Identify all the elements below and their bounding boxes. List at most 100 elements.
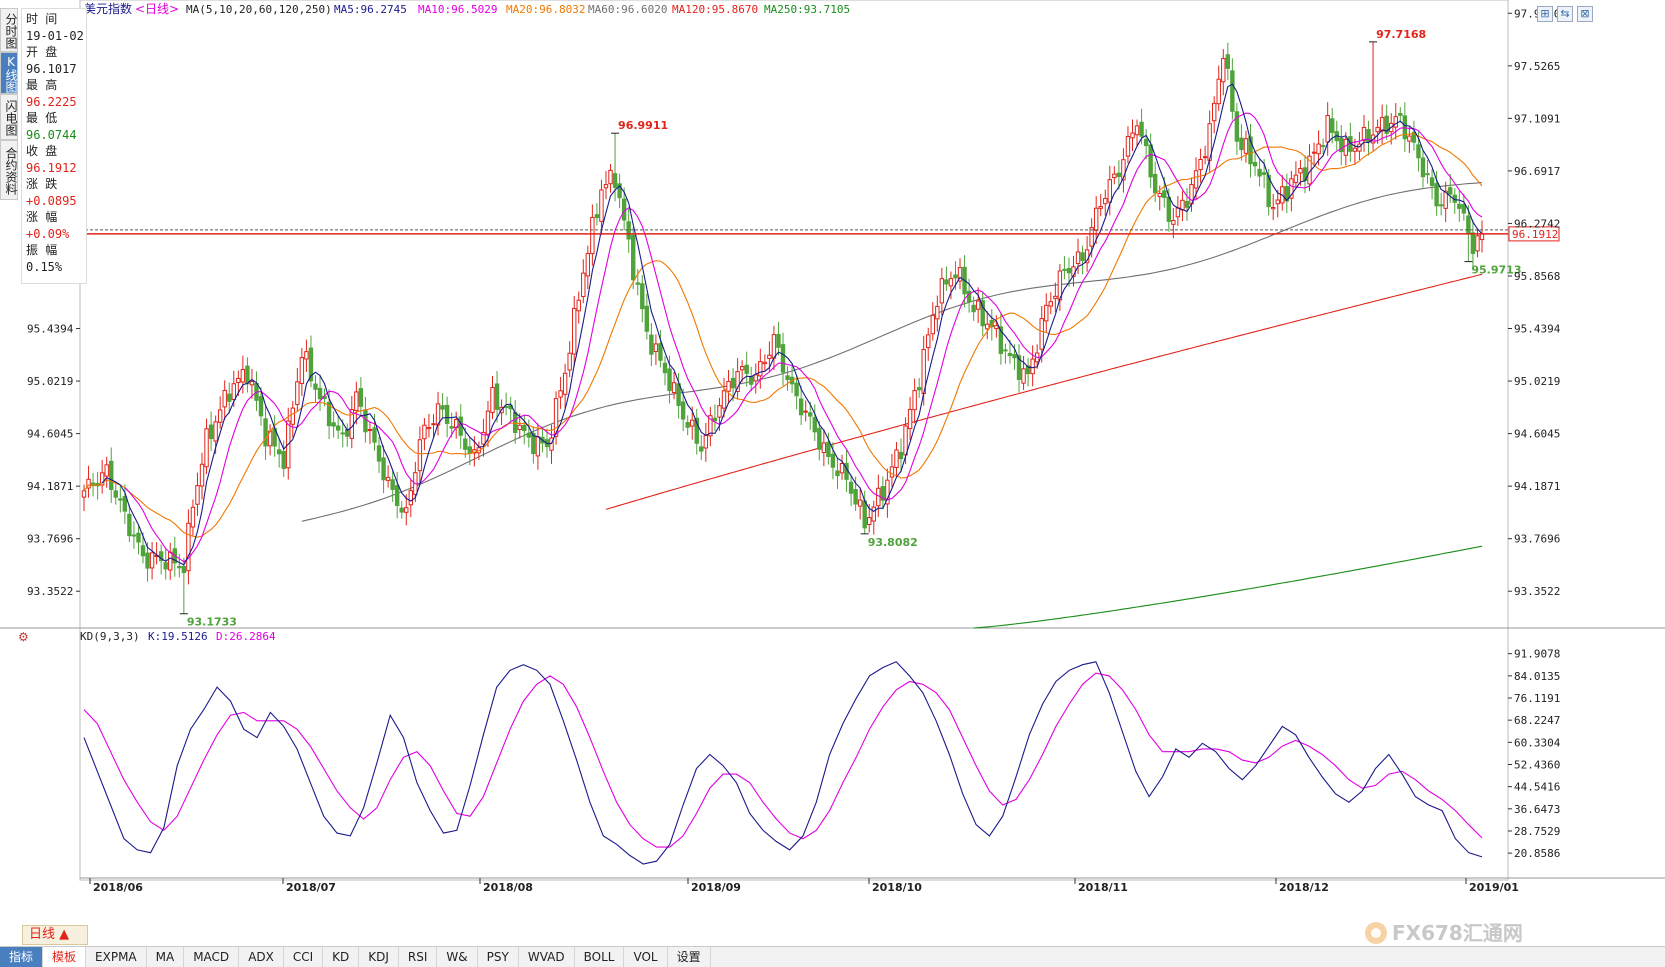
tab-boll[interactable]: BOLL (575, 947, 625, 967)
candle-down (1225, 54, 1231, 69)
candle-down (1062, 268, 1067, 271)
candle-down (971, 304, 976, 313)
price-tick-label-left: 95.4394 (27, 323, 74, 336)
close-icon[interactable]: ⊠ (1577, 6, 1593, 22)
candle-up (1112, 173, 1117, 179)
candle-up (1030, 358, 1035, 375)
tab-settings[interactable]: 设置 (668, 947, 711, 967)
tab-contract-info[interactable]: 合约资料 (0, 140, 18, 200)
candle-down (163, 562, 168, 570)
candle-up (490, 386, 495, 413)
tab-vol[interactable]: VOL (624, 947, 668, 967)
candle-up (240, 369, 246, 383)
candle-down (136, 532, 141, 543)
candle-up (354, 391, 359, 411)
annotation-label: 95.9713 (1471, 264, 1521, 277)
candle-down (1339, 137, 1344, 153)
candle-down (1261, 172, 1267, 175)
candle-down (158, 551, 164, 562)
candle-up (599, 189, 604, 222)
tab-cci[interactable]: CCI (284, 947, 324, 967)
candle-down (594, 214, 600, 219)
change-label: 涨 跌 (26, 177, 58, 191)
kd-tick-label: 36.6473 (1514, 803, 1560, 816)
candle-down (308, 347, 314, 382)
candle-down (1003, 349, 1008, 352)
candle-down (667, 368, 672, 392)
candle-up (771, 334, 777, 359)
candle-up (295, 381, 300, 405)
candle-up (1375, 126, 1380, 133)
month-label: 2018/08 (483, 881, 533, 894)
candle-down (898, 451, 904, 460)
price-tick-label-right: 93.3522 (1514, 585, 1560, 598)
candle-up (581, 272, 586, 298)
candle-down (317, 387, 323, 400)
grid (0, 0, 1665, 881)
tab-expma[interactable]: EXPMA (86, 947, 147, 967)
kd-settings-icon: ⚙ (18, 630, 29, 644)
period-button[interactable]: 日线 ▲ (22, 925, 88, 945)
candle-down (394, 485, 400, 506)
candle-up (290, 407, 295, 425)
candle-up (81, 490, 87, 498)
tab-kdj[interactable]: KDJ (359, 947, 399, 967)
ma-params: MA(5,10,20,60,120,250) (186, 3, 332, 16)
tab-rsi[interactable]: RSI (399, 947, 438, 967)
candle-down (998, 326, 1004, 354)
tab-indicator[interactable]: 指标 (0, 947, 44, 967)
candle-up (99, 472, 105, 486)
kd-tick-label: 44.5416 (1514, 781, 1560, 794)
candle-up (821, 442, 827, 454)
kd-tick-label: 84.0135 (1514, 670, 1560, 683)
candlesticks[interactable] (81, 41, 1485, 614)
candle-down (522, 424, 527, 432)
candle-up (304, 351, 309, 360)
indicator-toolbar: 指标 模板 EXPMA MA MACD ADX CCI KD KDJ RSI W… (0, 946, 1665, 967)
swap-icon[interactable]: ⇆ (1557, 6, 1573, 22)
candle-down (376, 445, 382, 462)
candle-down (780, 344, 786, 373)
tab-kline[interactable]: K线图 (0, 52, 18, 94)
tab-macd[interactable]: MACD (184, 947, 240, 967)
candle-up (222, 389, 227, 408)
tab-flash[interactable]: 闪电图 (0, 94, 18, 140)
layout-icon[interactable]: ⊞ (1537, 6, 1553, 22)
price-tick-label-right: 97.1091 (1514, 112, 1560, 125)
candle-down (862, 500, 867, 529)
candle-up (1053, 295, 1058, 299)
tab-ma[interactable]: MA (147, 947, 185, 967)
candle-up (572, 308, 577, 355)
candle-up (1343, 138, 1349, 156)
candle-up (236, 377, 241, 383)
candle-up (703, 434, 709, 449)
price-tick-label-right: 94.6045 (1514, 428, 1560, 441)
candle-down (463, 438, 468, 450)
candle-up (948, 278, 954, 287)
time-value: 19-01-02 (26, 28, 84, 43)
candle-down (848, 481, 854, 494)
tab-adx[interactable]: ADX (239, 947, 284, 967)
candle-up (1357, 143, 1362, 152)
window-controls: ⊞ ⇆ ⊠ (1537, 6, 1593, 22)
price-tick-label-left: 95.0219 (27, 375, 73, 388)
candle-up (930, 314, 935, 335)
candle-up (535, 436, 541, 457)
candle-down (1438, 204, 1444, 207)
tab-kd[interactable]: KD (323, 947, 360, 967)
candle-up (762, 361, 768, 365)
candle-down (494, 383, 500, 410)
candle-down (109, 460, 114, 490)
candle-down (699, 446, 704, 452)
ma10-path (124, 112, 1483, 563)
tab-template[interactable]: 模板 (43, 947, 87, 967)
tab-wvad[interactable]: WVAD (519, 947, 575, 967)
candle-down (685, 422, 690, 428)
tab-intraday[interactable]: 分时图 (0, 8, 18, 52)
kd-panel: ⚙ (18, 630, 1483, 865)
tab-psy[interactable]: PSY (478, 947, 519, 967)
candle-down (1398, 112, 1403, 116)
candle-up (213, 421, 218, 442)
tab-wr[interactable]: W& (437, 947, 478, 967)
candle-up (199, 463, 205, 487)
